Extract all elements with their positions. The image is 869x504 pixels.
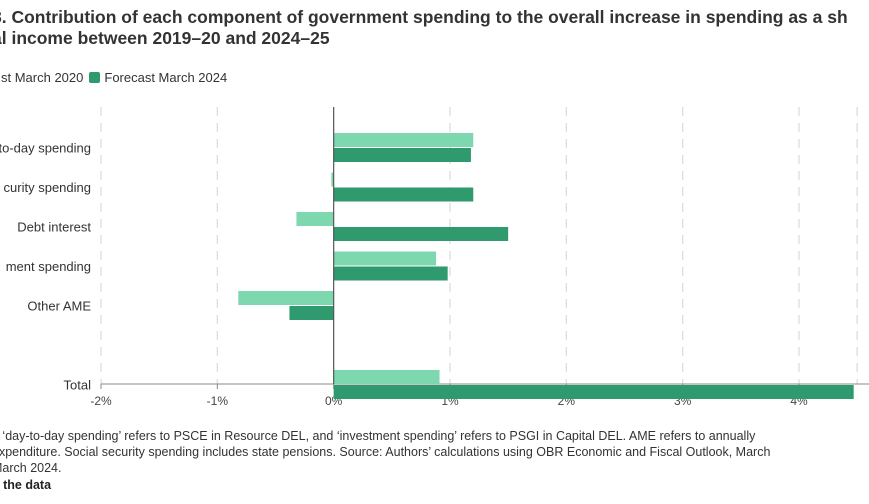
chart-notes: e ‘day-to-day spending’ refers to PSCE i… (0, 429, 771, 475)
download-data-link[interactable]: d the data (0, 478, 52, 492)
bar-series1 (296, 212, 334, 226)
bar-series2 (333, 385, 854, 399)
legend-item-series1: st March 2020 (0, 70, 83, 85)
category-label: curity spending (4, 180, 91, 195)
bar-series2 (333, 227, 509, 241)
legend-item-series2: Forecast March 2024 (89, 70, 227, 85)
bar-series1 (333, 251, 437, 266)
legend: st March 2020 Forecast March 2024 (0, 70, 227, 85)
bar-series2 (333, 187, 474, 202)
legend-label-series2: Forecast March 2024 (104, 70, 228, 85)
bar-series2 (289, 306, 334, 320)
x-tick-label: -2% (90, 394, 112, 408)
category-label: Total (64, 378, 92, 393)
bar-series1 (333, 370, 440, 384)
category-label: Other AME (27, 299, 91, 314)
category-label: to-day spending (0, 141, 91, 156)
chart-title: 8. Contribution of each component of gov… (0, 7, 848, 48)
category-label: Debt interest (17, 220, 91, 235)
legend-label-series1: st March 2020 (1, 70, 84, 85)
bar-series1 (331, 172, 334, 187)
bar-series2 (333, 266, 448, 281)
bar-series1 (333, 133, 474, 147)
bar-series2 (333, 148, 471, 162)
legend-swatch-series2 (89, 72, 101, 83)
bar-series1 (238, 291, 334, 305)
x-tick-label: -1% (207, 394, 229, 408)
category-label: ment spending (6, 259, 91, 274)
